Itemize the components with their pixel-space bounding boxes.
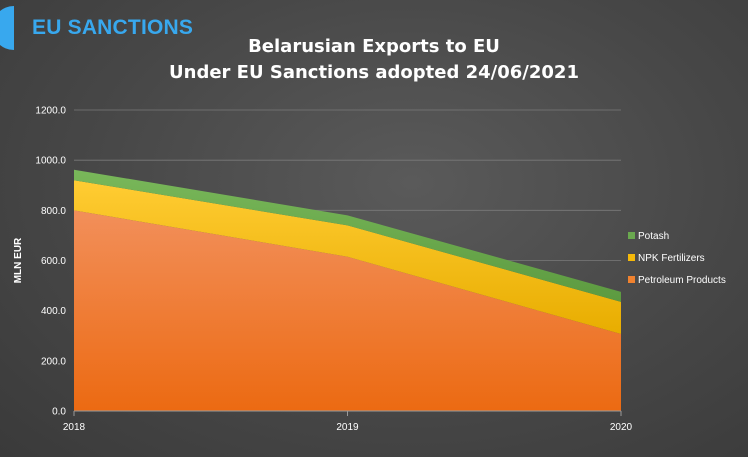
x-tick-label: 2019 [336, 422, 359, 433]
y-axis-title: MLN EUR [13, 237, 24, 283]
x-tick-label: 2018 [63, 422, 86, 433]
brand-name: EU SANCTIONS [32, 16, 194, 39]
legend-label: Potash [638, 231, 669, 242]
legend-swatch [628, 232, 635, 239]
y-tick-label: 0.0 [52, 407, 66, 418]
y-tick-label: 400.0 [41, 306, 66, 317]
area-potash [74, 169, 621, 302]
x-tick-label: 2020 [610, 422, 633, 433]
area-npk-fertilizers [74, 180, 621, 334]
legend-label: Petroleum Products [638, 275, 726, 286]
y-tick-label: 1000.0 [35, 156, 66, 167]
brand-logo: EU SANCTIONS [0, 6, 193, 50]
chart-title: Belarusian Exports to EU Under EU Sancti… [0, 34, 748, 86]
y-tick-label: 800.0 [41, 206, 66, 217]
legend-swatch [628, 254, 635, 261]
brand-half-circle-icon [0, 6, 14, 50]
y-tick-label: 1200.0 [35, 106, 66, 117]
y-tick-label: 200.0 [41, 356, 66, 367]
area-petroleum-products [74, 210, 621, 411]
y-tick-label: 600.0 [41, 256, 66, 267]
legend-item-petroleum-products: Petroleum Products [628, 275, 726, 286]
chart-title-line-1: Belarusian Exports to EU [248, 36, 500, 57]
legend-item-potash: Potash [628, 231, 669, 242]
legend-swatch [628, 276, 635, 283]
chart-title-line-2: Under EU Sanctions adopted 24/06/2021 [169, 62, 579, 83]
legend-item-npk-fertilizers: NPK Fertilizers [628, 253, 705, 264]
legend-label: NPK Fertilizers [638, 253, 705, 264]
